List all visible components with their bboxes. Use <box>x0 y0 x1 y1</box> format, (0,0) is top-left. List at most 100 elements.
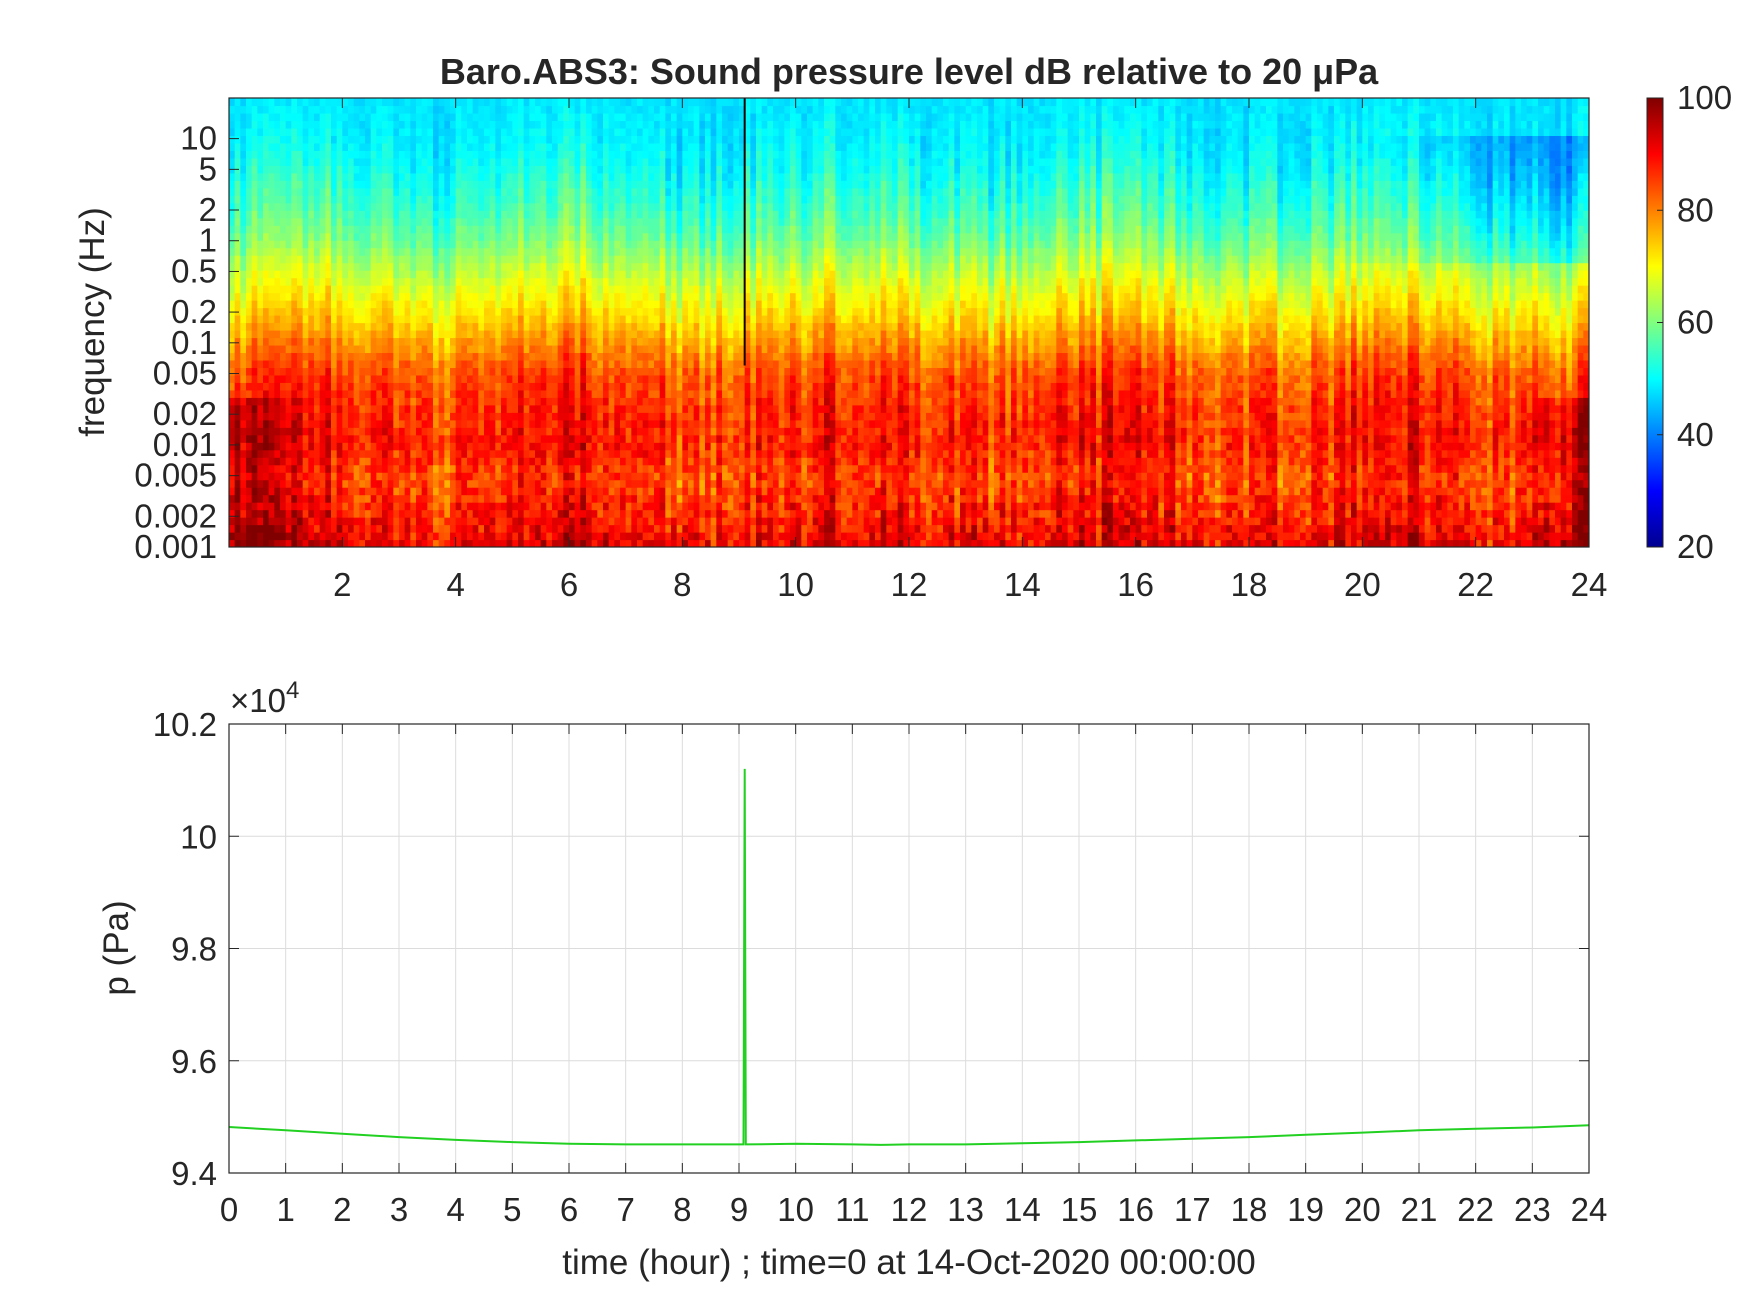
spectrogram-cell <box>574 517 581 526</box>
spectrogram-cell <box>291 397 298 406</box>
spectrogram-cell <box>648 98 655 107</box>
spectrogram-cell <box>319 195 326 204</box>
spectrogram-cell <box>478 374 485 383</box>
spectrogram-cell <box>308 270 315 279</box>
spectrogram-cell <box>331 315 338 324</box>
spectrogram-cell <box>569 270 576 279</box>
spectrogram-cell <box>416 524 423 533</box>
spectrogram-cell <box>580 532 587 541</box>
spectrogram-cell <box>495 434 502 443</box>
spectrogram-cell <box>540 449 547 458</box>
spectrogram-cell <box>399 157 406 166</box>
spectrogram-cell <box>342 202 349 211</box>
spectrogram-cell <box>648 157 655 166</box>
spectrogram-cell <box>234 352 241 361</box>
spectrogram-cell <box>433 322 440 331</box>
spectrogram-cell <box>535 202 542 211</box>
spectrogram-cell <box>302 165 309 174</box>
spectrogram-cell <box>586 112 593 122</box>
spectrogram-cell <box>557 487 564 496</box>
spectrogram-cell <box>591 344 598 354</box>
spectrogram-cell <box>325 382 332 391</box>
spectrogram-cell <box>450 502 457 511</box>
spectrogram-cell <box>495 487 502 496</box>
spectrogram-cell <box>676 98 683 107</box>
spectrogram-cell <box>291 180 298 189</box>
spectrogram-cell <box>353 232 360 241</box>
spectrogram-cell <box>325 120 332 129</box>
spectrogram-cell <box>421 487 428 496</box>
spectrogram-cell <box>376 112 383 122</box>
spectrogram-cell <box>586 225 593 234</box>
spectrogram-cell <box>399 300 406 309</box>
spectrogram-cell <box>348 517 355 526</box>
spectrogram-cell <box>416 105 423 114</box>
spectrogram-cell <box>234 509 241 518</box>
spectrogram-cell <box>535 217 542 226</box>
spectrogram-cell <box>291 127 298 137</box>
spectrogram-cell <box>353 195 360 204</box>
spectrogram-cell <box>552 285 559 294</box>
spectrogram-cell <box>370 389 377 398</box>
spectrogram-cell <box>676 389 683 398</box>
spectrogram-cell <box>586 352 593 361</box>
spectrogram-cell <box>665 329 672 339</box>
spectrogram-cell <box>319 524 326 533</box>
spectrogram-cell <box>438 359 445 368</box>
spectrogram-cell <box>574 240 581 249</box>
spectrogram-cell <box>682 120 689 129</box>
spectrogram-cell <box>416 532 423 541</box>
spectrogram-cell <box>410 225 417 234</box>
spectrogram-cell <box>461 494 468 503</box>
spectrogram-cell <box>648 367 655 376</box>
spectrogram-cell <box>620 509 627 518</box>
spectrogram-cell <box>251 180 258 189</box>
spectrogram-cell <box>427 367 434 376</box>
spectrogram-cell <box>280 532 287 541</box>
spectrogram-cell <box>319 434 326 443</box>
spectrogram-cell <box>348 217 355 226</box>
spectrogram-cell <box>308 232 315 241</box>
spectrogram-cell <box>455 442 462 451</box>
spectrogram-cell <box>285 374 292 383</box>
spectrogram-cell <box>654 270 661 279</box>
spectrogram-cell <box>438 464 445 473</box>
spectrogram-cell <box>421 135 428 144</box>
spectrogram-cell <box>614 307 621 316</box>
spectrogram-cell <box>234 344 241 354</box>
spectrogram-cell <box>665 217 672 226</box>
spectrogram-cell <box>410 427 417 436</box>
spectrogram-cell <box>285 98 292 107</box>
spectrogram-cell <box>552 329 559 339</box>
spectrogram-cell <box>529 374 536 383</box>
spectrogram-cell <box>472 127 479 137</box>
spectrogram-cell <box>654 285 661 294</box>
spectrogram-cell <box>540 112 547 122</box>
spectrogram-cell <box>382 419 389 428</box>
spectrogram-cell <box>331 157 338 166</box>
spectrogram-cell <box>319 344 326 354</box>
spectrogram-cell <box>631 329 638 339</box>
spectrogram-cell <box>557 367 564 376</box>
spectrogram-cell <box>546 127 553 137</box>
spectrogram-cell <box>552 374 559 383</box>
spectrogram-cell <box>359 434 366 443</box>
spectrogram-cell <box>693 524 700 533</box>
spectrogram-cell <box>574 524 581 533</box>
spectrogram-cell <box>512 539 519 547</box>
spectrogram-cell <box>280 337 287 346</box>
spectrogram-cell <box>387 240 394 249</box>
spectrogram-cell <box>597 292 604 301</box>
spectrogram-cell <box>280 359 287 368</box>
spectrogram-cell <box>342 135 349 144</box>
spectrogram-cell <box>552 195 559 204</box>
spectrogram-cell <box>229 292 236 301</box>
spectrogram-cell <box>285 389 292 398</box>
spectrogram-cell <box>280 300 287 309</box>
spectrogram-cell <box>319 412 326 421</box>
spectrogram-cell <box>336 382 343 391</box>
spectrogram-cell <box>382 150 389 159</box>
spectrogram-cell <box>693 165 700 174</box>
spectrogram-cell <box>387 292 394 301</box>
spectrogram-cell <box>688 404 695 413</box>
